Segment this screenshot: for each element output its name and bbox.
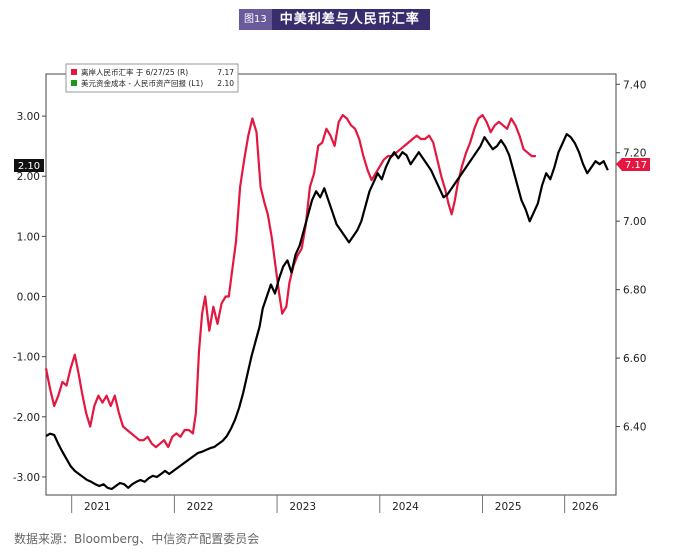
chart-title-banner: 图13 中美利差与人民币汇率 [239, 9, 430, 30]
series-layer [44, 114, 609, 491]
legend: 离岸人民币汇率 于 6/27/25 (R) 7.17 美元资金成本 - 人民币资… [65, 63, 239, 93]
x-tick-label: 2022 [187, 501, 214, 513]
legend-value-spread: 2.10 [217, 79, 234, 88]
series-line-spread [45, 133, 609, 491]
last-value-left-tag-bg [14, 159, 44, 172]
series-line-cnh [44, 114, 536, 449]
y-right-tick-label: 6.80 [623, 285, 646, 297]
legend-box [65, 63, 239, 93]
y-right-tick-label: 7.20 [623, 148, 646, 160]
last-value-left-tag: 2.10 [14, 159, 44, 172]
source-note: 数据来源：Bloomberg、中信资产配置委员会 [14, 532, 260, 546]
y-left-tick-label: 0.00 [17, 292, 40, 304]
legend-swatch-spread [71, 80, 77, 86]
x-axis: 2021 2022 2023 2024 2025 2026 [71, 495, 599, 513]
y-left-tick-label: 1.00 [17, 231, 40, 243]
y-right-tick-label: 7.40 [623, 79, 646, 91]
legend-label-cnh: 离岸人民币汇率 于 6/27/25 (R) [81, 67, 188, 77]
y-left-tick-label: 3.00 [17, 111, 40, 123]
x-tick-label: 2024 [392, 501, 419, 513]
y-left-tick-label: -2.00 [13, 412, 40, 424]
x-tick-label: 2025 [495, 501, 522, 513]
y-axis-left: 3.00 2.00 1.00 0.00 -1.00 -2.00 -3.00 [13, 111, 46, 484]
y-right-tick-label: 7.00 [623, 216, 646, 228]
y-right-tick-label: 6.60 [623, 353, 646, 365]
last-value-right-tag: 7.17 [616, 158, 650, 171]
legend-value-cnh: 7.17 [217, 68, 234, 77]
x-tick-label: 2021 [84, 501, 111, 513]
chart-title: 中美利差与人民币汇率 [271, 9, 430, 30]
legend-label-spread: 美元资金成本 - 人民币资产回报 (L1) [81, 78, 203, 88]
x-tick-label: 2026 [572, 501, 599, 513]
y-axis-right: 7.40 7.20 7.00 6.80 6.60 6.40 [616, 79, 646, 434]
legend-swatch-cnh [71, 69, 77, 75]
y-left-tick-label: 2.00 [17, 171, 40, 183]
x-tick-label: 2023 [289, 501, 316, 513]
last-value-right-tag-bg [616, 158, 650, 171]
y-left-tick-label: -1.00 [13, 352, 40, 364]
y-right-tick-label: 6.40 [623, 422, 646, 434]
y-left-tick-label: -3.00 [13, 472, 40, 484]
figure-number-badge: 图13 [239, 9, 272, 30]
last-value-right-text: 7.17 [625, 160, 647, 171]
last-value-left-text: 2.10 [18, 161, 40, 172]
